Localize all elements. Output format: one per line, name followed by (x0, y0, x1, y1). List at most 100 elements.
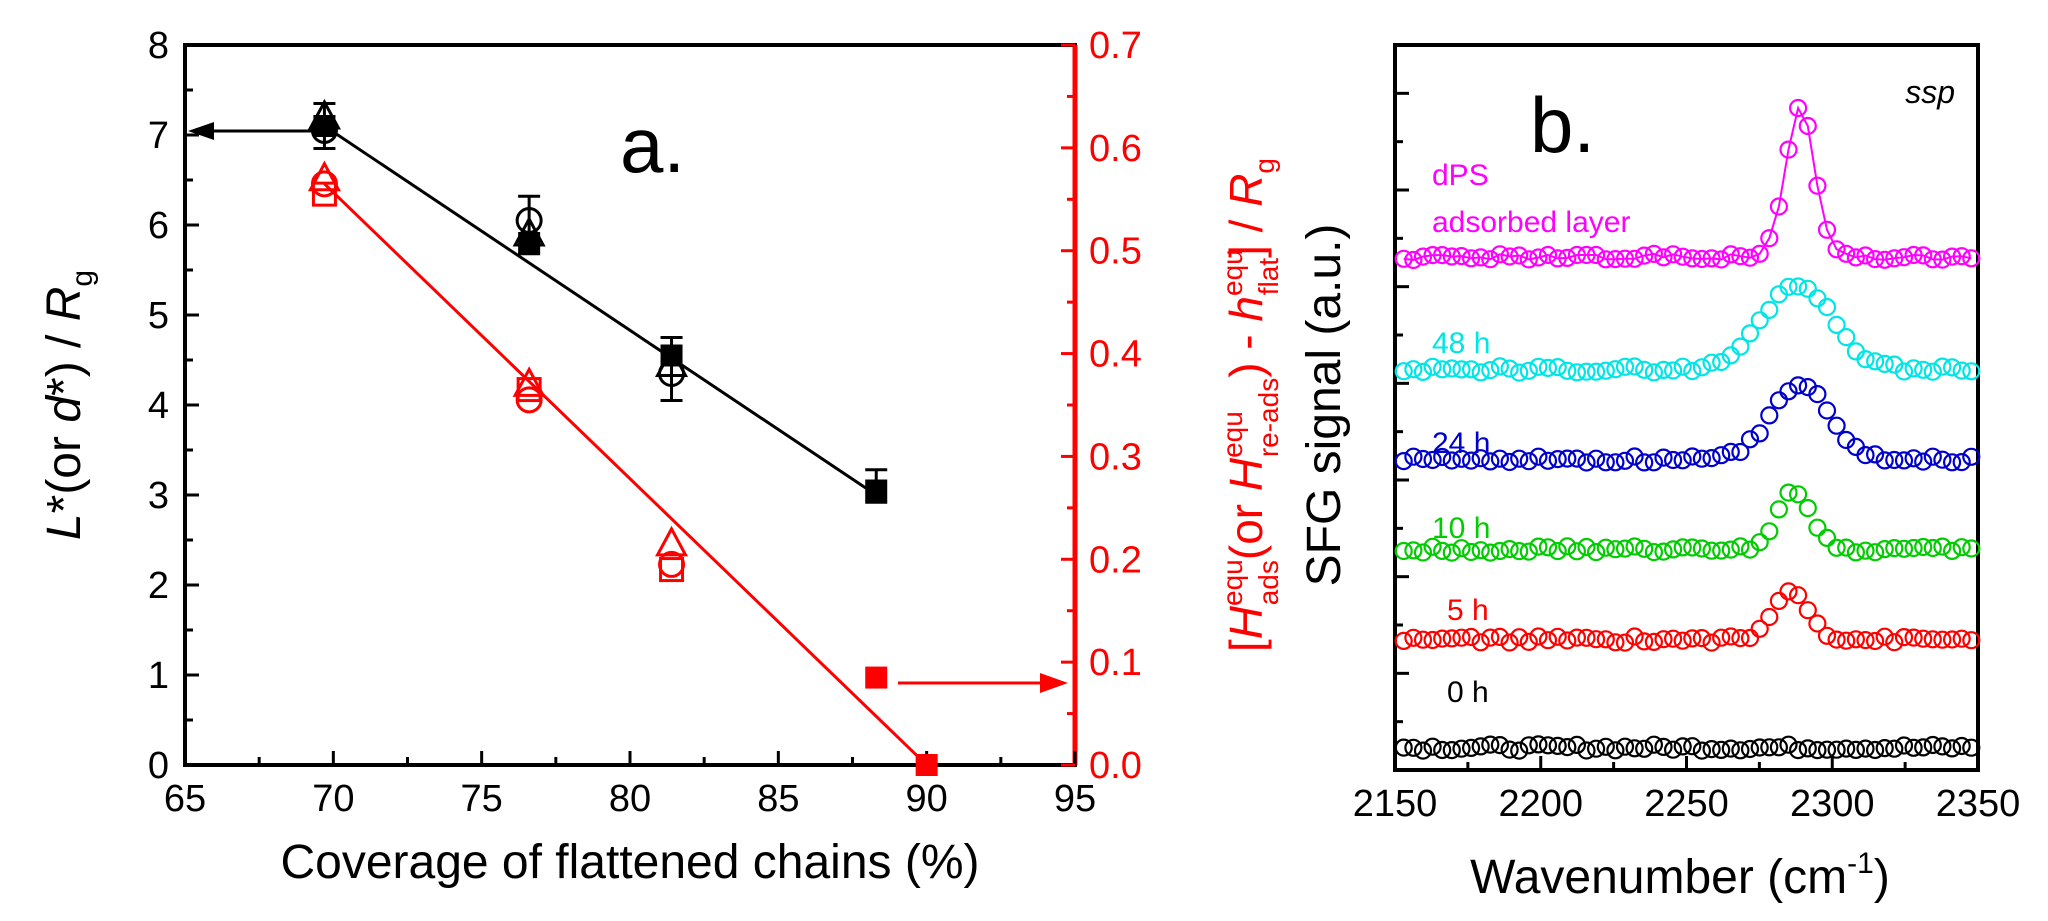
trace-point (1837, 328, 1856, 347)
trace-point (1558, 537, 1577, 556)
fit-line (323, 124, 878, 497)
trace-point (1865, 740, 1885, 760)
trace-point (1481, 452, 1500, 471)
trace-point (1846, 630, 1866, 649)
trace-point (1721, 245, 1740, 264)
trace-point (1471, 541, 1490, 560)
trace-point (1663, 740, 1683, 759)
right-tick-label: 0.6 (1089, 128, 1142, 170)
trace-point (1413, 247, 1433, 266)
trace-point (1442, 629, 1461, 648)
data-point-square (865, 479, 888, 502)
trace-point (1606, 250, 1625, 269)
trace-point (1933, 630, 1952, 649)
trace-label-24h: 24 h (1432, 427, 1490, 460)
trace-point (1663, 540, 1683, 559)
trace-point (1914, 629, 1933, 648)
trace-point (1846, 543, 1866, 562)
trace-point (1663, 450, 1683, 470)
trace-point (1817, 740, 1837, 759)
trace-point (1606, 453, 1625, 472)
trace-point (1875, 250, 1894, 269)
trace-point (1538, 736, 1558, 755)
trace-point (1914, 738, 1933, 757)
trace-point (1779, 140, 1798, 159)
right-y-axis-label: [Hequ ads(or Hequ re-ads) - hequ flat] / Rg (1217, 158, 1284, 652)
x-tick-label: 2200 (1498, 783, 1583, 825)
trace-point (1644, 453, 1664, 472)
x-tick-label: 2350 (1936, 783, 2021, 825)
trace-point (1452, 360, 1471, 379)
trace-point (1779, 582, 1798, 601)
trace-point (1654, 248, 1673, 267)
trace-point (1519, 361, 1538, 380)
right-tick-label: 0.5 (1089, 231, 1142, 273)
trace-point (1596, 737, 1615, 756)
trace-point (1692, 249, 1712, 269)
trace-point (1837, 244, 1856, 263)
right-tick-label: 0.2 (1089, 539, 1142, 581)
trace-point (1683, 447, 1702, 466)
trace-point (1750, 533, 1769, 552)
sfg-trace (1394, 98, 1981, 270)
trace-point (1856, 246, 1875, 265)
trace-point (1442, 451, 1461, 470)
trace-point (1558, 248, 1577, 267)
sfg-trace (1394, 376, 1981, 472)
trace-point (1500, 247, 1519, 266)
trace-point (1923, 362, 1942, 381)
trace-label-dps: dPS (1432, 159, 1489, 192)
trace-point (1529, 447, 1548, 466)
trace-point (1788, 485, 1808, 504)
trace-point (1394, 362, 1413, 381)
trace-point (1712, 628, 1731, 647)
x-tick-label: 2250 (1644, 783, 1729, 825)
trace-point (1615, 539, 1635, 558)
panel-a-label: a. (620, 101, 685, 189)
panel-b: 2150 2200 2250 2300 2350 ssp b. dPS adsorbed… (1298, 43, 2021, 904)
trace-point (1942, 358, 1962, 377)
trace-point (1433, 629, 1452, 648)
trace-point (1942, 541, 1962, 561)
trace-point (1808, 740, 1827, 760)
x-tick-label: 85 (757, 778, 799, 820)
left-y-axis-label: L*(or d*) / Rg (38, 270, 99, 540)
right-y-axis-ticks: 0.0 0.1 0.2 0.3 0.4 0.5 0.6 0.7 (1061, 25, 1142, 787)
trace-point (1779, 735, 1798, 754)
trace-point (1846, 740, 1866, 760)
trace-point (1904, 538, 1923, 558)
trace-point (1740, 430, 1760, 449)
trace-point (1894, 736, 1914, 755)
trace-point (1837, 631, 1856, 650)
trace-point (1433, 541, 1452, 561)
trace-point (1837, 538, 1856, 557)
trace-point (1673, 451, 1692, 470)
trace-point (1461, 627, 1481, 647)
trace-point (1519, 452, 1538, 471)
trace-point (1635, 246, 1654, 265)
trace-point (1914, 246, 1933, 265)
trace-point (1788, 98, 1808, 118)
wavenumber-axis-ticks: 2150 2200 2250 2300 2350 (1353, 756, 2021, 825)
trace-point (1894, 248, 1914, 267)
trace-point (1865, 543, 1885, 562)
trace-point (1548, 249, 1567, 268)
trace-point (1606, 741, 1625, 760)
trace-point (1865, 352, 1885, 371)
trace-point (1827, 240, 1846, 259)
trace-point (1798, 116, 1817, 136)
trace-point (1394, 738, 1413, 757)
trace-point (1683, 538, 1702, 557)
trace-point (1404, 738, 1423, 757)
trace-point (1692, 539, 1712, 558)
trace-point (1519, 736, 1538, 755)
trace-point (1519, 542, 1538, 561)
right-tick-label: 0.0 (1089, 745, 1142, 787)
trace-point (1558, 449, 1577, 468)
trace-point (1923, 630, 1942, 649)
trace-point (1500, 359, 1519, 378)
trace-point (1510, 363, 1529, 382)
trace-point (1808, 385, 1827, 404)
trace-point (1404, 250, 1423, 270)
trace-point (1712, 250, 1731, 269)
